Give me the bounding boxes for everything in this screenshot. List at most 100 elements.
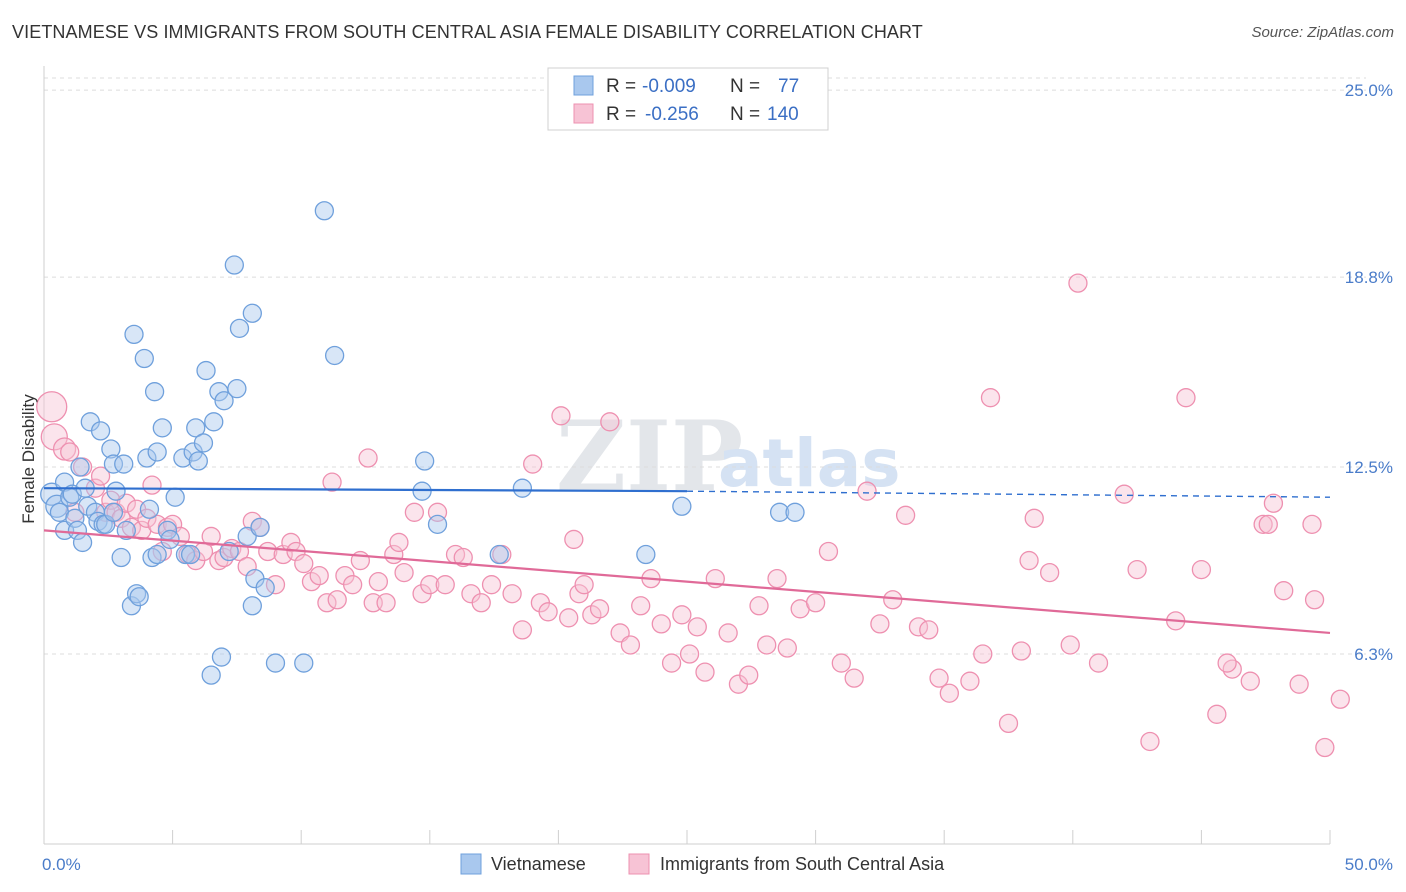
- point-immigrants: [538, 602, 558, 622]
- point-vietnamese: [242, 596, 262, 616]
- point-immigrants: [471, 593, 491, 613]
- legend-swatch-pink: [573, 103, 594, 124]
- point-vietnamese: [144, 382, 165, 402]
- point-immigrants: [1176, 388, 1196, 408]
- point-immigrants: [679, 644, 700, 664]
- point-immigrants: [998, 713, 1019, 734]
- tick-labels: 6.3% 12.5% 18.8% 25.0% 0.0% 50.0%: [42, 81, 1393, 874]
- point-immigrants: [564, 529, 584, 550]
- point-vietnamese: [175, 544, 196, 565]
- trend-lines: [43, 487, 1331, 635]
- point-immigrants: [1060, 635, 1080, 655]
- point-vietnamese: [114, 454, 134, 474]
- point-vietnamese: [137, 448, 157, 468]
- point-vietnamese: [142, 547, 162, 568]
- point-immigrants: [718, 623, 738, 643]
- point-immigrants: [1263, 493, 1284, 513]
- point-immigrants: [101, 490, 121, 510]
- watermark: ZIP atlas: [556, 400, 901, 513]
- point-vietnamese: [67, 520, 88, 541]
- y-tick-label: 6.3%: [1354, 645, 1393, 664]
- point-vietnamese: [294, 653, 314, 673]
- point-immigrants: [1222, 659, 1242, 679]
- point-vietnamese: [78, 496, 98, 516]
- point-vietnamese: [126, 584, 147, 604]
- x-tick-label: 50.0%: [1345, 855, 1393, 874]
- point-vietnamese: [103, 454, 124, 474]
- point-immigrants: [1217, 653, 1237, 673]
- point-immigrants: [574, 575, 594, 595]
- point-vietnamese: [116, 520, 136, 541]
- point-immigrants: [1011, 641, 1032, 661]
- point-immigrants: [582, 605, 602, 625]
- point-vietnamese: [124, 324, 144, 345]
- point-immigrants: [453, 547, 473, 568]
- x-tick-label: 0.0%: [42, 855, 81, 874]
- point-vietnamese: [255, 578, 275, 598]
- point-immigrants: [1240, 671, 1260, 691]
- series-vietnamese-points: [40, 201, 805, 685]
- point-vietnamese: [265, 653, 286, 673]
- point-immigrants: [1330, 689, 1350, 709]
- point-immigrants: [60, 442, 80, 462]
- bottom-legend-swatch-vietnamese: [460, 853, 482, 875]
- point-vietnamese: [250, 517, 270, 538]
- point-immigrants: [309, 565, 329, 586]
- point-immigrants: [1274, 581, 1294, 601]
- point-immigrants: [939, 683, 959, 703]
- point-vietnamese: [147, 544, 167, 565]
- point-vietnamese: [54, 472, 75, 492]
- point-immigrants: [394, 562, 414, 583]
- point-vietnamese: [769, 502, 790, 522]
- point-vietnamese: [214, 391, 234, 411]
- point-immigrants: [404, 502, 425, 522]
- point-vietnamese: [229, 318, 250, 338]
- point-immigrants: [739, 665, 759, 685]
- point-immigrants: [1315, 737, 1335, 758]
- legend-n-value-1: 77: [778, 76, 799, 97]
- point-immigrants: [523, 454, 543, 474]
- point-immigrants: [294, 553, 314, 574]
- point-immigrants: [551, 406, 571, 426]
- point-vietnamese: [211, 647, 232, 667]
- point-vietnamese: [204, 412, 224, 432]
- y-axis-label: Female Disability: [19, 394, 38, 524]
- point-vietnamese: [101, 439, 121, 459]
- point-immigrants: [895, 505, 916, 525]
- point-vietnamese: [134, 348, 154, 369]
- point-immigrants: [1304, 590, 1325, 610]
- legend-r-label-2: R =: [606, 104, 636, 125]
- point-vietnamese: [512, 478, 533, 498]
- point-vietnamese: [165, 487, 185, 507]
- series-immigrants-points: [36, 273, 1350, 758]
- point-immigrants: [757, 635, 777, 655]
- point-vietnamese: [412, 481, 432, 501]
- point-immigrants: [600, 412, 620, 432]
- point-immigrants: [1088, 653, 1109, 673]
- point-vietnamese: [65, 508, 85, 528]
- point-immigrants: [1114, 484, 1134, 504]
- point-vietnamese: [227, 379, 247, 399]
- point-immigrants: [90, 466, 111, 486]
- point-vietnamese: [193, 433, 214, 453]
- watermark-atlas: atlas: [718, 425, 901, 502]
- legend-n-value-2: 140: [767, 104, 799, 125]
- correlation-legend: R = -0.009 N = 77 R = -0.256 N = 140: [547, 67, 829, 131]
- point-immigrants: [376, 593, 396, 613]
- point-immigrants: [980, 388, 1001, 408]
- point-immigrants: [368, 572, 389, 592]
- point-immigrants: [481, 575, 502, 595]
- point-vietnamese: [242, 303, 262, 323]
- point-vietnamese: [186, 418, 206, 438]
- point-vietnamese: [489, 544, 509, 565]
- point-vietnamese: [70, 457, 90, 477]
- point-immigrants: [857, 481, 877, 501]
- point-vietnamese: [672, 496, 692, 516]
- legend-r-label-1: R =: [606, 76, 636, 97]
- point-vietnamese: [106, 481, 126, 501]
- point-immigrants: [1024, 508, 1044, 528]
- point-immigrants: [358, 448, 378, 468]
- point-immigrants: [919, 620, 939, 640]
- point-immigrants: [1191, 559, 1212, 580]
